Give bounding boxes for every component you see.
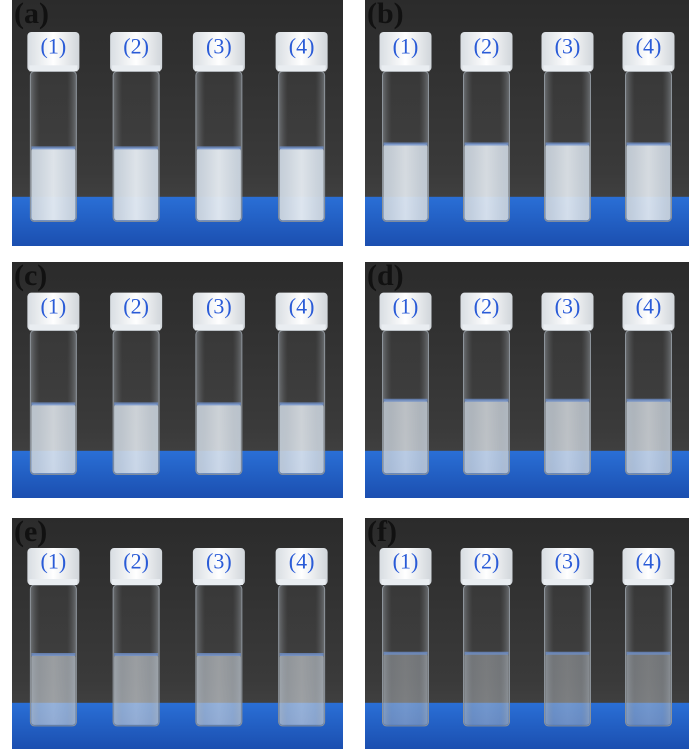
vial-liquid [384,144,428,220]
vial-label: (2) [123,294,149,319]
vial-label: (1) [41,34,67,59]
vial-label: (1) [41,549,67,574]
panel-label: (d) [367,259,404,292]
vial-liquid [546,144,590,220]
vial-label: (4) [636,34,662,59]
vial-liquid [114,404,158,474]
cap-rim [382,65,430,71]
vial-liquid [280,148,324,221]
panel: (1) (2) (3) (4) (c) [12,259,343,498]
vial-liquid [114,654,158,724]
panel: (1) (2) (3) (4) (a) [12,0,343,246]
vial-label: (4) [289,294,315,319]
cap-rim [625,579,673,585]
vial-liquid [465,400,509,473]
vial-liquid [384,653,428,725]
vial-label: (4) [289,34,315,59]
figure: (1)(2)(3)(4)(a)(1)(2)(3)(4)(b)(1)(2)(3)(… [0,0,689,749]
cap-rim [112,65,160,71]
vial-label: (4) [636,294,662,319]
vial-liquid [280,404,324,474]
vial-label: (3) [206,294,232,319]
cap-rim [463,65,511,71]
cap-rim [463,324,511,330]
vial-liquid [197,654,241,724]
panel: (1) (2) (3) (4) (b) [365,0,689,246]
vial-liquid [31,404,75,474]
cap-rim [544,65,592,71]
vial-liquid [197,404,241,474]
vial-label: (3) [555,294,581,319]
vial-label: (2) [123,549,149,574]
vial-liquid [31,654,75,724]
panel-label: (a) [14,0,49,30]
vial-liquid [546,653,590,725]
vial-liquid [114,148,158,221]
cap-rim [278,579,326,585]
cap-rim [278,324,326,330]
panel: (1) (2) (3) (4) (d) [365,259,689,498]
vial-label: (1) [393,34,419,59]
vial-label: (2) [474,294,500,319]
cap-rim [112,324,160,330]
cap-rim [195,324,243,330]
cap-rim [195,579,243,585]
cap-rim [29,324,77,330]
cap-rim [382,579,430,585]
panel: (1) (2) (3) (4) (e) [12,515,343,749]
vial-liquid [627,653,671,725]
cap-rim [278,65,326,71]
vial-label: (3) [555,549,581,574]
vial-liquid [465,653,509,725]
cap-rim [463,579,511,585]
vial-liquid [31,148,75,221]
vial-liquid [197,148,241,221]
panel-label: (e) [14,515,47,548]
vial-label: (4) [636,549,662,574]
vial-liquid [627,144,671,220]
panel-label: (f) [367,515,397,548]
vial-label: (1) [41,294,67,319]
vial-label: (3) [206,34,232,59]
vial-liquid [465,144,509,220]
cap-rim [195,65,243,71]
vial-label: (4) [289,549,315,574]
cap-rim [544,324,592,330]
vial-label: (2) [474,34,500,59]
cap-rim [625,65,673,71]
vial-liquid [627,400,671,473]
cap-rim [625,324,673,330]
cap-rim [29,65,77,71]
vial-label: (2) [123,34,149,59]
vial-liquid [384,400,428,473]
cap-rim [544,579,592,585]
vial-liquid [280,654,324,724]
cap-rim [112,579,160,585]
panel-label: (c) [14,259,47,292]
vial-label: (3) [555,34,581,59]
vial-label: (1) [393,294,419,319]
panel: (1) (2) (3) (4) (f) [365,515,689,749]
vial-label: (2) [474,549,500,574]
panel-label: (b) [367,0,404,30]
vial-liquid [546,400,590,473]
cap-rim [382,324,430,330]
cap-rim [29,579,77,585]
vial-label: (1) [393,549,419,574]
vial-label: (3) [206,549,232,574]
